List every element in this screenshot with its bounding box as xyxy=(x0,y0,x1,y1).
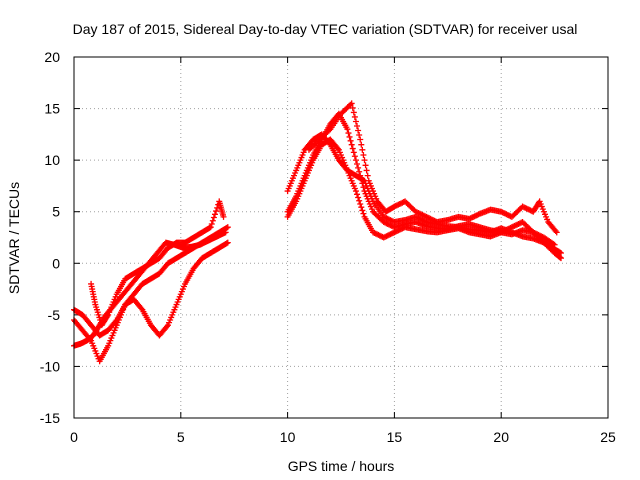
data-point xyxy=(347,137,354,144)
data-point xyxy=(348,141,355,148)
data-point xyxy=(213,208,220,215)
data-point xyxy=(552,228,559,235)
data-point xyxy=(346,133,353,140)
data-point xyxy=(354,161,361,168)
data-point xyxy=(352,188,359,195)
data-point xyxy=(104,313,111,320)
data-point xyxy=(87,336,94,343)
y-tick-label: 5 xyxy=(52,204,60,220)
data-point xyxy=(361,157,368,164)
data-point xyxy=(352,118,359,125)
y-tick-label: 0 xyxy=(52,255,60,271)
data-point xyxy=(360,210,367,217)
data-point xyxy=(360,184,367,191)
data-point xyxy=(358,176,365,183)
data-point xyxy=(220,213,227,220)
data-point xyxy=(356,132,363,139)
y-tick-label: 15 xyxy=(44,101,60,117)
data-point xyxy=(354,191,361,198)
data-point xyxy=(344,126,351,133)
data-point xyxy=(358,204,365,211)
data-point xyxy=(356,168,363,175)
data-point xyxy=(358,141,365,148)
data-point xyxy=(363,167,370,174)
data-point xyxy=(224,239,231,246)
y-tick-label: 10 xyxy=(44,152,60,168)
data-point xyxy=(357,172,364,179)
data-point xyxy=(349,104,356,111)
data-point xyxy=(351,113,358,120)
data-point xyxy=(359,146,366,153)
data-point xyxy=(224,224,231,231)
data-point xyxy=(558,255,565,262)
data-point xyxy=(357,200,364,207)
data-point xyxy=(209,217,216,224)
data-point xyxy=(351,153,358,160)
data-points xyxy=(71,100,565,365)
y-tick-label: -15 xyxy=(40,410,60,426)
data-point xyxy=(355,194,362,201)
y-tick-label: 20 xyxy=(44,49,60,65)
data-point xyxy=(360,151,367,158)
data-point xyxy=(350,109,357,116)
x-tick-label: 5 xyxy=(177,429,185,445)
data-point xyxy=(362,162,369,169)
data-point xyxy=(355,127,362,134)
data-point xyxy=(345,130,352,137)
data-point xyxy=(211,211,218,218)
data-point xyxy=(210,214,217,221)
data-point xyxy=(348,100,355,107)
x-axis-label: GPS time / hours xyxy=(288,458,395,474)
data-point xyxy=(359,180,366,187)
data-point xyxy=(550,240,557,247)
x-tick-label: 15 xyxy=(387,429,403,445)
series-track-4 xyxy=(88,100,560,329)
data-point xyxy=(558,249,565,256)
y-tick-label: -10 xyxy=(40,358,60,374)
plot-frame xyxy=(73,56,609,419)
data-point xyxy=(349,145,356,152)
data-point xyxy=(355,164,362,171)
data-point xyxy=(325,127,332,134)
y-tick-label: -5 xyxy=(48,307,61,323)
data-point xyxy=(138,305,145,312)
data-point xyxy=(334,145,341,152)
data-point xyxy=(352,157,359,164)
data-point xyxy=(357,136,364,143)
x-tick-label: 10 xyxy=(280,429,296,445)
data-point xyxy=(163,323,170,330)
x-tick-label: 25 xyxy=(600,429,616,445)
y-axis-label: SDTVAR / TECUs xyxy=(6,182,22,294)
axis-ticks: 0 5 10 15 20 25 -15 -10 -5 0 5 10 15 20 xyxy=(40,49,616,445)
data-point xyxy=(359,207,366,214)
x-tick-label: 0 xyxy=(70,429,78,445)
data-point xyxy=(207,224,214,231)
data-point xyxy=(551,241,558,248)
data-point xyxy=(553,229,560,236)
data-point xyxy=(364,172,371,179)
data-point xyxy=(350,149,357,156)
data-point xyxy=(354,122,361,129)
series-track-3 xyxy=(71,136,565,365)
data-point xyxy=(347,101,354,108)
chart-title: Day 187 of 2015, Sidereal Day-to-day VTE… xyxy=(73,21,578,37)
data-point xyxy=(208,220,215,227)
data-point xyxy=(356,197,363,204)
x-tick-label: 20 xyxy=(493,429,509,445)
